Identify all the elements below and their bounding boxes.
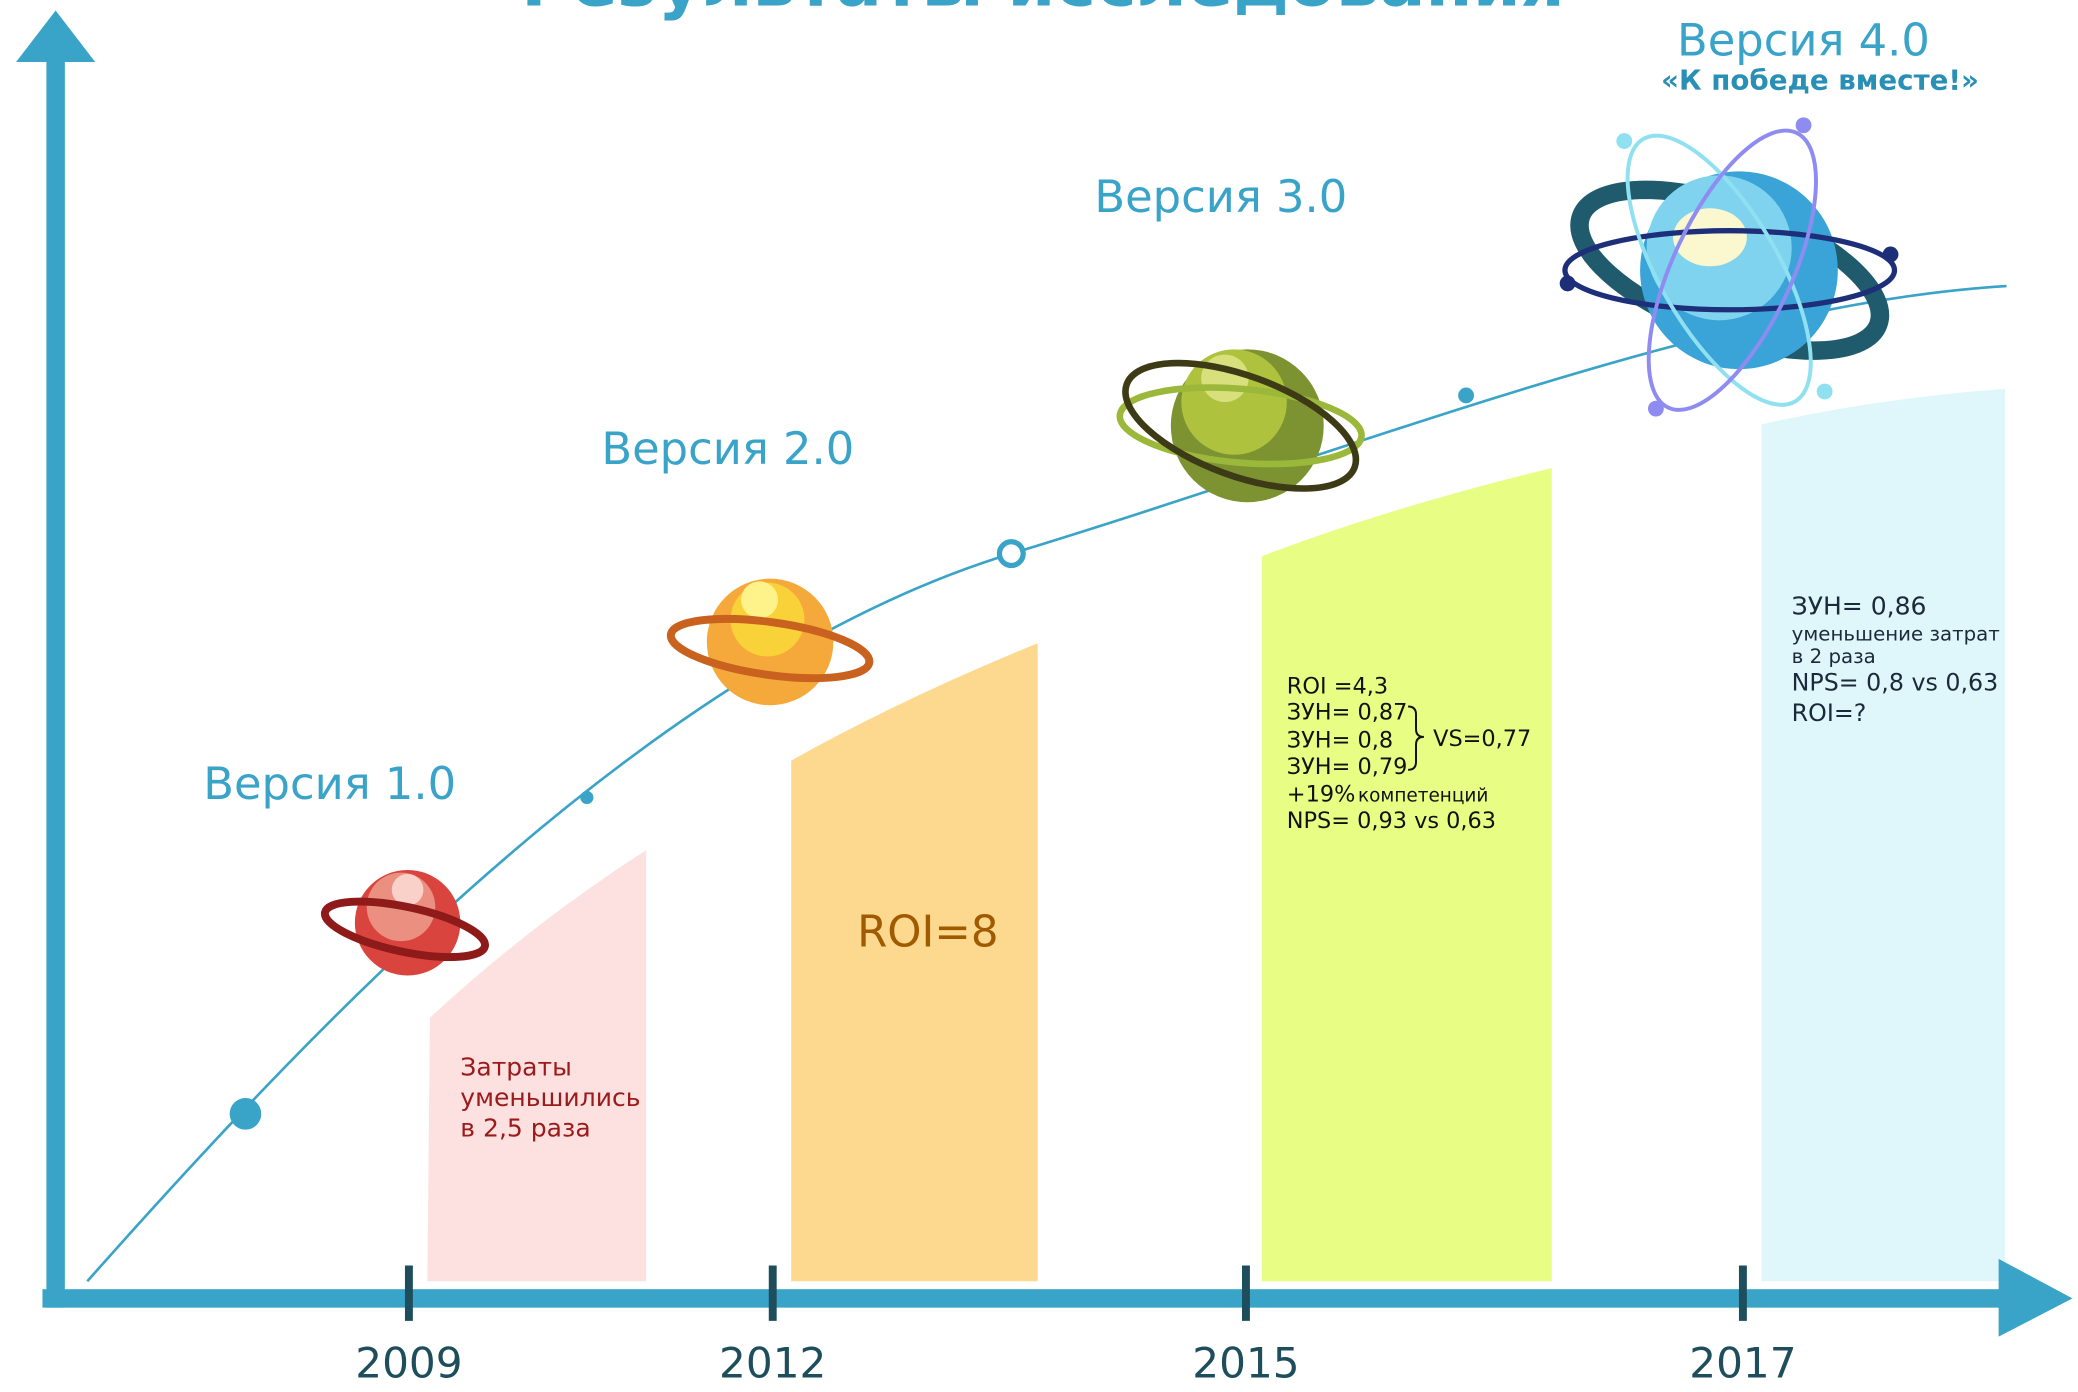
note: NPS= 0,8 vs 0,63 (1792, 669, 1999, 697)
note: уменьшились (460, 1083, 640, 1112)
panel (1262, 468, 1552, 1281)
page: Infographic {"title": "Результаты исслед… (0, 0, 2078, 1392)
x-axis (42, 1289, 2019, 1307)
note: ROI=8 (857, 907, 998, 957)
year-label: 2017 (1689, 1339, 1796, 1388)
note: +19% (1287, 781, 1356, 807)
note: ЗУН= 0,79 (1287, 754, 1408, 780)
year-label: 2015 (1192, 1339, 1299, 1388)
panel (1761, 389, 2005, 1281)
note: ЗУН= 0,8 (1287, 727, 1393, 753)
note: NPS= 0,93 vs 0,63 (1287, 808, 1496, 834)
year-label: 2009 (355, 1339, 462, 1388)
infographic: Результаты исследования 2009 2012 2015 2… (0, 0, 2078, 1392)
title: Результаты исследования (521, 0, 1565, 22)
note: компетенций (1358, 785, 1488, 806)
axis-arrow (1999, 1259, 2073, 1337)
version-label: Версия 1.0 (203, 757, 456, 810)
planet (1110, 337, 1372, 514)
note: Затраты (460, 1053, 572, 1082)
year-label: 2012 (719, 1339, 826, 1388)
panel (791, 643, 1037, 1281)
axis-arrow (16, 11, 95, 62)
version-label: Версия 2.0 (601, 422, 854, 475)
curve-dot (1458, 388, 1474, 404)
note: в 2 раза (1792, 645, 1876, 668)
curve-dot (580, 791, 593, 804)
note: ЗУН= 0,87 (1287, 700, 1408, 726)
y-axis (46, 53, 64, 1308)
planet (667, 579, 873, 706)
version-subtitle: «К победе вместе!» (1661, 64, 1979, 97)
planet (1559, 108, 1900, 433)
note: в 2,5 раза (460, 1113, 590, 1142)
note: уменьшение затрат (1792, 623, 2000, 646)
note: VS=0,77 (1433, 726, 1531, 752)
planet (320, 870, 489, 975)
version-label: Версия 4.0 (1677, 13, 1930, 66)
note: ROI=? (1792, 699, 1867, 727)
body: Результаты исследования 2009 2012 2015 2… (0, 0, 2078, 1392)
curve-dot (230, 1098, 262, 1130)
version-label: Версия 3.0 (1094, 170, 1347, 223)
note: ROI =4,3 (1287, 673, 1388, 699)
curve-dot (999, 542, 1023, 566)
note: ЗУН= 0,86 (1792, 591, 1927, 620)
